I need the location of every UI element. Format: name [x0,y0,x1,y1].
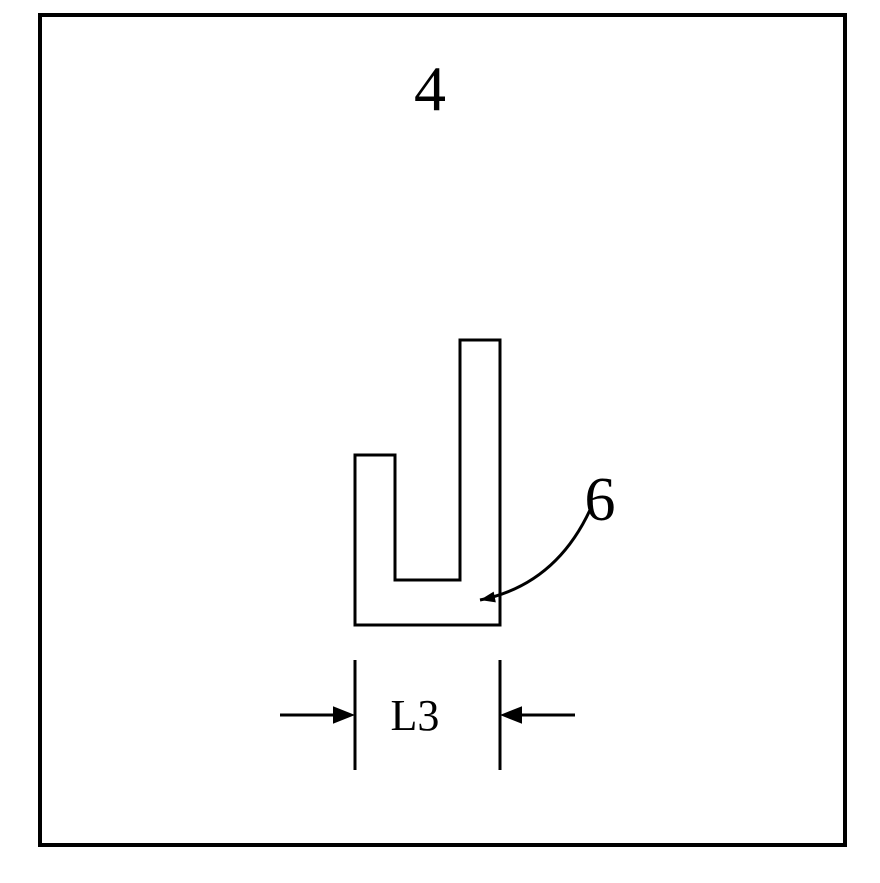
callout-number-label: 6 [585,466,616,534]
dim-arrow-left-head [333,706,355,724]
dimension-group: L3 [280,660,575,770]
j-shape [355,340,500,625]
frame-rect [40,15,845,845]
top-number-label: 4 [414,53,446,124]
diagram-svg: L3 4 6 [0,0,880,883]
dimension-label: L3 [391,691,440,740]
dim-arrow-right-head [500,706,522,724]
